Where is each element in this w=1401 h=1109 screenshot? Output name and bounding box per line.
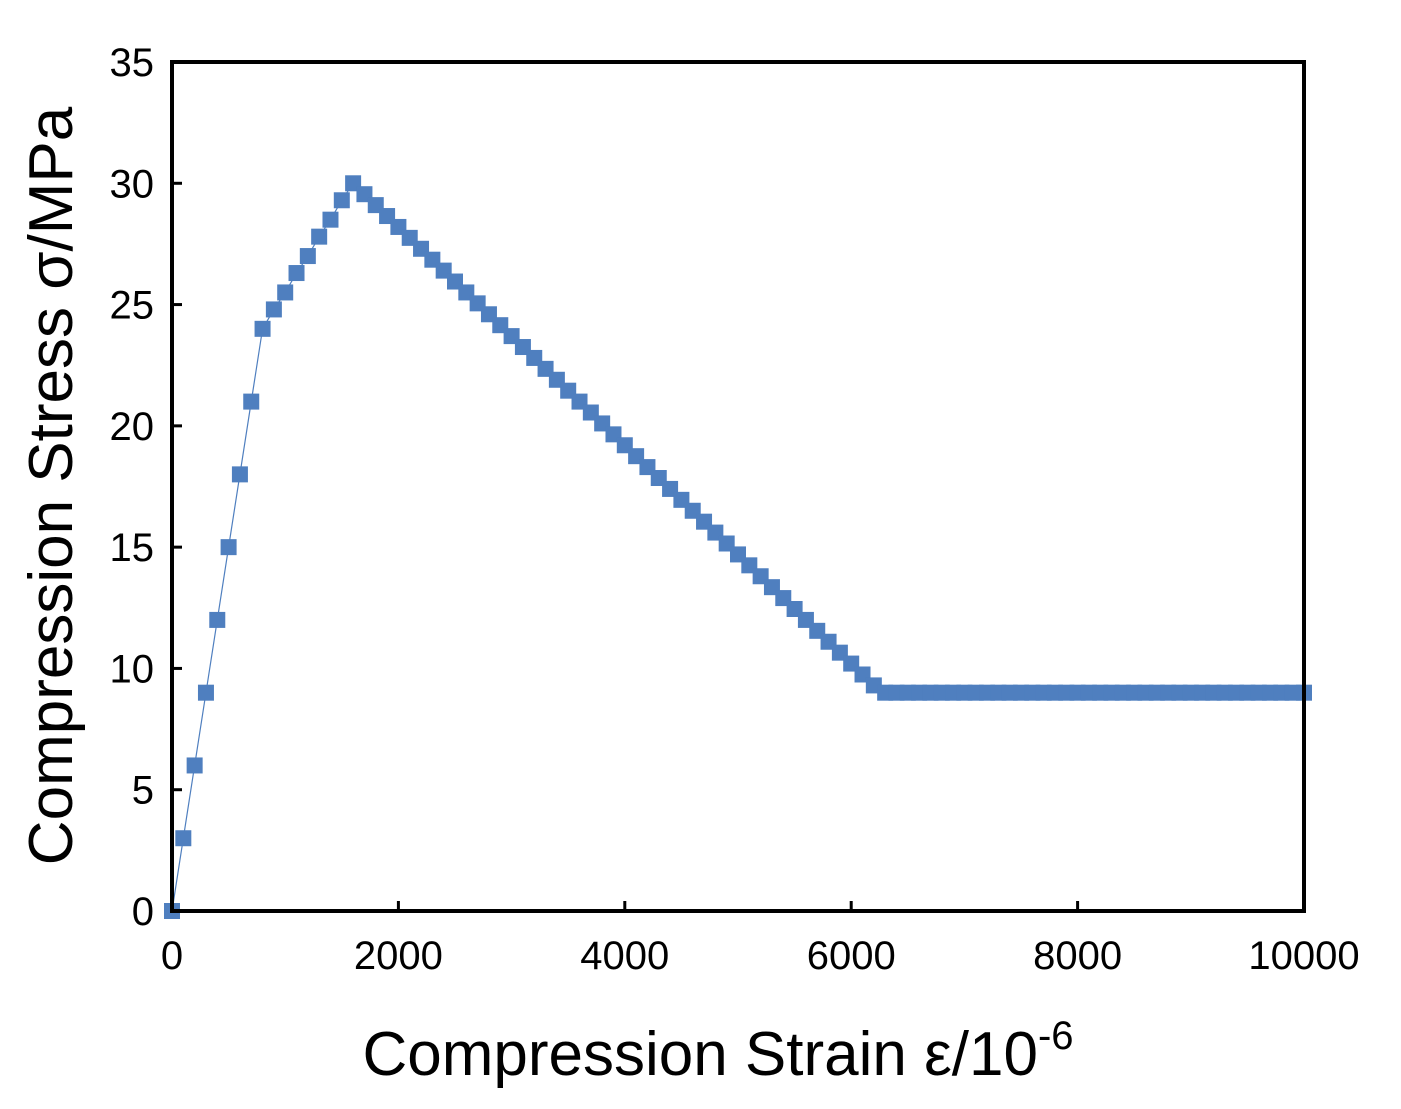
x-axis-title: Compression Strain ε/10-6 <box>362 1014 1073 1089</box>
ticks-layer: 0 2000 4000 6000 8000 10000 0 5 10 15 20 25 30 35 <box>110 41 1360 978</box>
data-point-square <box>254 320 271 337</box>
data-point-square <box>231 466 248 483</box>
series-layer <box>164 175 1312 919</box>
data-point-square <box>220 539 237 556</box>
y-tick-label: 30 <box>110 162 155 206</box>
data-point-square <box>175 830 192 847</box>
y-tick-label: 15 <box>110 526 155 570</box>
data-point-square <box>333 192 350 209</box>
data-point-square <box>322 211 339 228</box>
y-tick-label: 0 <box>132 890 154 934</box>
data-point-square <box>311 228 328 245</box>
data-point-square <box>209 611 226 628</box>
y-tick-label: 25 <box>110 284 155 328</box>
data-point-square <box>288 265 305 282</box>
y-tick-label: 5 <box>132 769 154 813</box>
x-axis-title-superscript: -6 <box>1038 1014 1074 1058</box>
y-tick-label: 10 <box>110 647 155 691</box>
y-axis-title: Compression Stress σ/MPa <box>17 106 86 865</box>
x-tick-label: 8000 <box>1033 934 1122 978</box>
y-tick-label: 20 <box>110 405 155 449</box>
data-point-square <box>197 684 214 701</box>
x-tick-label: 6000 <box>807 934 896 978</box>
data-point-square <box>277 284 294 301</box>
x-tick-label: 0 <box>161 934 183 978</box>
x-tick-label: 10000 <box>1248 934 1359 978</box>
x-tick-label: 2000 <box>354 934 443 978</box>
x-tick-label: 4000 <box>580 934 669 978</box>
data-point-square <box>186 757 203 774</box>
plot-area-frame <box>170 60 1306 913</box>
y-tick-label: 35 <box>110 41 155 85</box>
data-point-square <box>299 248 316 265</box>
data-point-square <box>243 393 260 410</box>
data-point-square <box>265 301 282 318</box>
x-axis-title-main: Compression Strain ε/10 <box>362 1020 1038 1089</box>
